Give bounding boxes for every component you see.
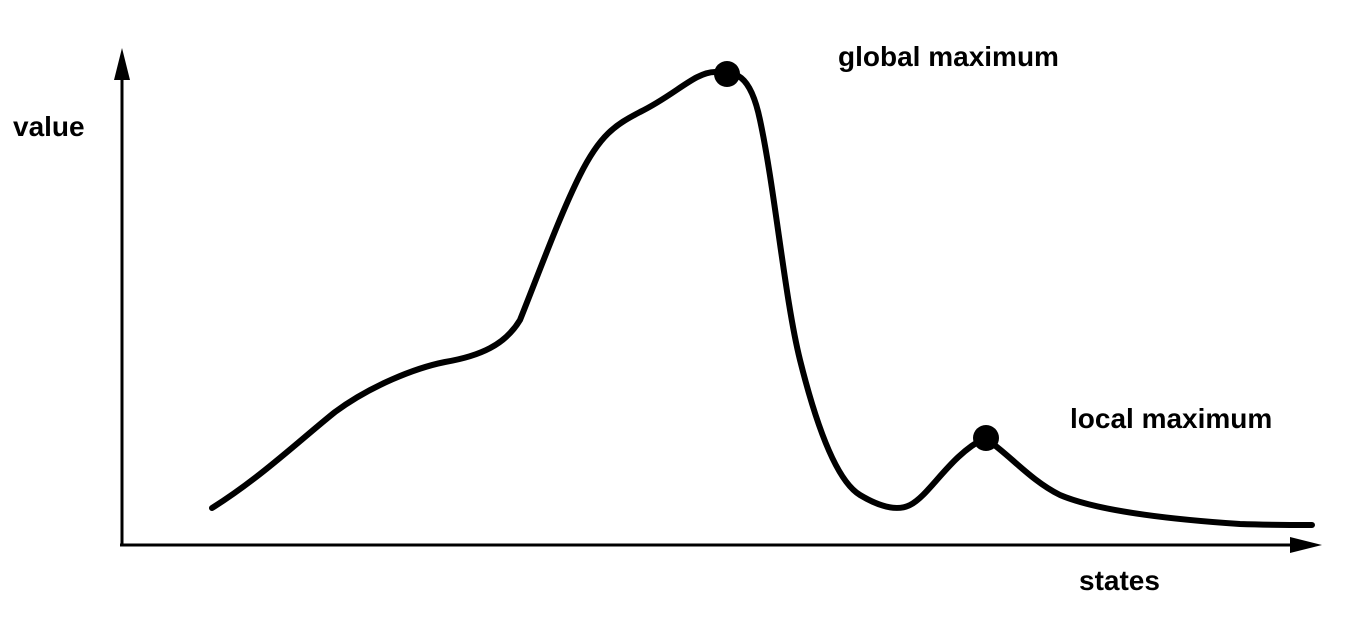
global-maximum-label: global maximum bbox=[838, 41, 1059, 72]
local-maximum-point bbox=[973, 425, 999, 451]
global-maximum-point bbox=[714, 61, 740, 87]
objective-curve bbox=[209, 69, 1315, 528]
local-maximum-label: local maximum bbox=[1070, 403, 1272, 434]
y-axis-arrow-icon bbox=[114, 48, 130, 80]
x-axis-arrow-icon bbox=[1290, 537, 1322, 553]
x-axis-label: states bbox=[1079, 565, 1160, 596]
y-axis bbox=[114, 48, 130, 546]
y-axis-label: value bbox=[13, 111, 85, 142]
x-axis bbox=[120, 537, 1322, 553]
